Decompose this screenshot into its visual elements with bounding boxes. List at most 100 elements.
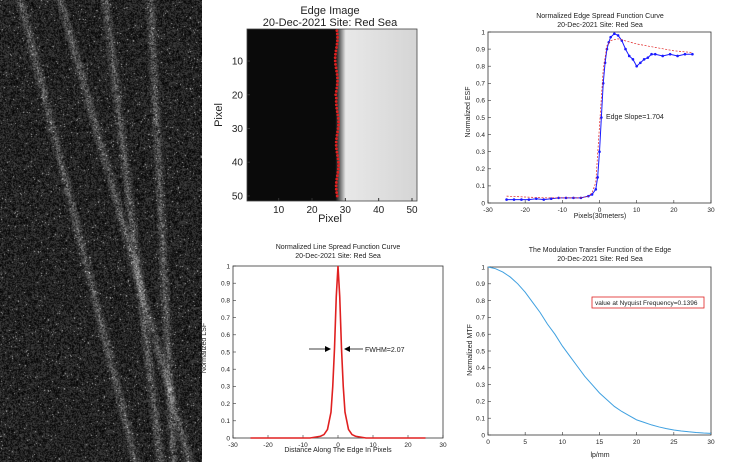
edge-point [335, 42, 339, 46]
mtf-xtick-label: 20 [633, 439, 641, 446]
esf-chart-ylabel: Normalized ESF [465, 87, 472, 138]
edge-image-xtick-label: 10 [273, 205, 285, 216]
mtf-xtick-label: 0 [486, 439, 490, 446]
esf-chart-title: Normalized Edge Spread Function Curve [536, 13, 664, 20]
edge-point [336, 113, 340, 117]
lsf-chart-title: Normalized Line Spread Function Curve [276, 244, 401, 251]
fwhm-arrowhead-right [344, 346, 350, 352]
lsf-xtick-label: 30 [439, 442, 447, 449]
lsf-ytick-label: 0.5 [221, 349, 230, 356]
edge-image-xtick-label: 40 [373, 205, 385, 216]
edge-point [335, 191, 339, 194]
esf-chart-xlabel: Pixels(30meters) [574, 213, 627, 220]
mtf-chart-xlabel: lp/mm [590, 452, 609, 459]
esf-ytick-label: 1 [481, 29, 485, 36]
lsf-ytick-label: 0.9 [221, 281, 230, 288]
edge-image-ytick-label: 30 [232, 124, 244, 135]
edge-point [335, 32, 339, 36]
esf-ytick-label: 0.5 [476, 115, 485, 122]
lsf-chart-ylabel: Normalized LSF [201, 323, 208, 373]
edge-point [336, 157, 340, 161]
mtf-xtick-label: 25 [670, 439, 678, 446]
edge-image-frame [246, 28, 418, 202]
lsf-ytick-label: 0.1 [221, 418, 230, 425]
edge-point [334, 100, 338, 103]
esf-data-point [535, 197, 538, 201]
esf-data-point [639, 61, 642, 65]
edge-point [334, 140, 338, 144]
mtf-ytick-label: 0.5 [476, 348, 485, 355]
edge-point [333, 59, 337, 63]
sar-satellite-image [0, 0, 202, 462]
lsf-ytick-label: 0 [226, 435, 230, 442]
esf-ytick-label: 0.7 [476, 81, 485, 88]
mtf-xtick-label: 10 [559, 439, 567, 446]
esf-xtick-label: -30 [483, 207, 493, 214]
edge-image-subtitle: 20-Dec-2021 Site: Red Sea [263, 17, 398, 29]
esf-data-point [596, 176, 599, 179]
edge-point [334, 187, 338, 191]
lsf-plot-area [232, 265, 444, 439]
esf-ytick-label: 0.1 [476, 183, 485, 190]
lsf-ytick-label: 0.6 [221, 332, 230, 339]
lsf-xtick-label: 0 [336, 442, 340, 449]
edge-image-title: Edge Image [300, 5, 359, 17]
lsf-xtick-label: -10 [298, 442, 308, 449]
esf-data-point [650, 52, 653, 56]
esf-data-point [676, 54, 679, 58]
esf-ytick-label: 0.4 [476, 132, 485, 139]
esf-data-point [505, 198, 508, 201]
esf-data-point [646, 56, 650, 59]
edge-point [335, 73, 339, 76]
lsf-xtick-label: 20 [404, 442, 412, 449]
edge-image-panel: Edge Image 20-Dec-2021 Site: Red Sea 10 2… [213, 5, 418, 225]
edge-point [335, 177, 339, 181]
edge-image-xtick-label: 30 [340, 205, 352, 216]
edge-image-xlabel: Pixel [318, 213, 342, 225]
edge-point [335, 46, 338, 49]
edge-point [335, 110, 339, 114]
mtf-chart: The Modulation Transfer Function of the … [467, 247, 715, 459]
mtf-ytick-label: 0 [481, 432, 485, 439]
edge-point [337, 123, 340, 127]
lsf-chart-xlabel: Distance Along The Edge In Pixels [284, 447, 392, 454]
edge-point [336, 79, 339, 83]
esf-data-point [627, 54, 631, 58]
edge-point [335, 194, 339, 198]
esf-slope-annotation: Edge Slope=1.704 [606, 114, 664, 121]
esf-data-point [635, 64, 638, 68]
edge-point [335, 69, 338, 73]
edge-point [335, 83, 339, 87]
esf-data-point [557, 196, 560, 200]
edge-point [336, 160, 340, 164]
edge-image-raster [247, 29, 417, 201]
lsf-xtick-label: -20 [263, 442, 273, 449]
esf-data-point [607, 40, 611, 44]
edge-point [334, 96, 338, 100]
esf-data-point [616, 34, 620, 37]
esf-data-point [624, 47, 627, 51]
edge-point [334, 63, 337, 66]
lsf-series-lsf [250, 265, 426, 439]
edge-point [335, 29, 339, 33]
fwhm-annotation: FWHM=2.07 [365, 347, 405, 354]
edge-image-ytick-label: 40 [232, 158, 244, 169]
esf-ytick-label: 0 [481, 200, 485, 207]
edge-point [334, 52, 337, 56]
esf-data-point [642, 58, 646, 61]
esf-plot-area [487, 31, 712, 204]
edge-point [336, 76, 339, 80]
esf-data-point [542, 198, 546, 201]
edge-image-ytick-label: 50 [232, 191, 244, 202]
edge-image-xtick-label: 50 [406, 205, 418, 216]
nyquist-annotation-box [591, 296, 705, 309]
edge-point [335, 106, 339, 110]
edge-point [334, 49, 338, 53]
esf-data-point [605, 47, 609, 51]
esf-xtick-label: 30 [707, 207, 715, 214]
edge-point [336, 116, 340, 120]
edge-point [335, 86, 339, 90]
esf-xtick-label: 10 [633, 207, 641, 214]
mtf-ytick-label: 0.6 [476, 332, 485, 339]
